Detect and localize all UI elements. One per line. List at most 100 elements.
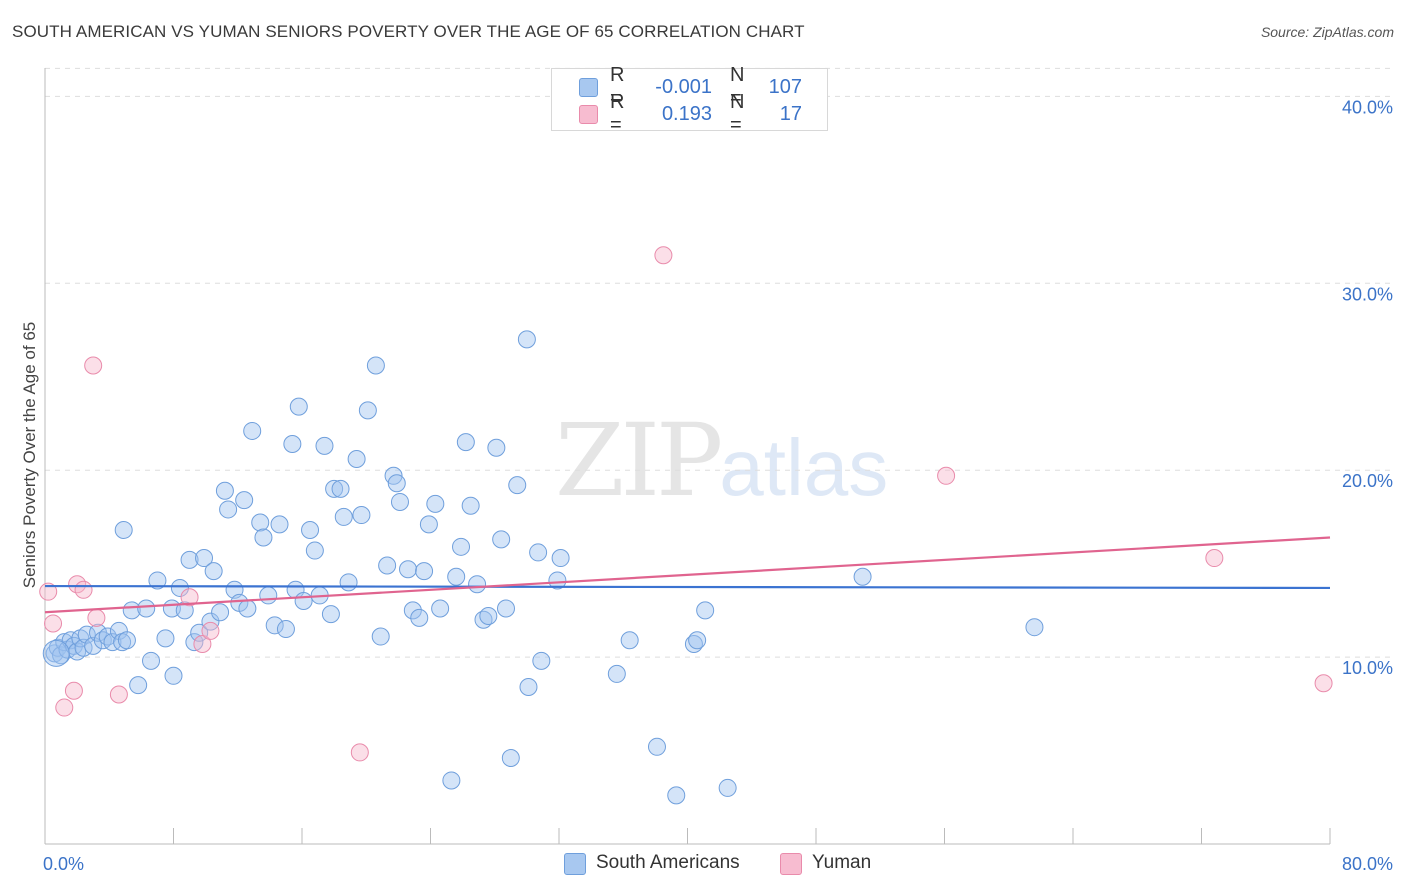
yuman-point	[1314, 674, 1333, 693]
yuman-point	[201, 621, 220, 640]
south-americans-point	[243, 421, 262, 440]
south-americans-point	[479, 606, 498, 625]
south-americans-point	[180, 550, 199, 569]
south-americans-point	[103, 633, 122, 652]
south-americans-point	[321, 605, 340, 624]
legend-swatch-south-americans	[579, 77, 598, 97]
south-americans-point	[667, 786, 686, 805]
yuman-point	[937, 466, 956, 485]
south-americans-point	[204, 562, 223, 581]
legend-n-value: 17	[779, 102, 802, 125]
south-americans-point	[456, 433, 475, 452]
south-americans-point	[410, 608, 429, 627]
south-americans-point	[647, 737, 666, 756]
south-americans-point	[251, 513, 270, 532]
yuman-point	[350, 743, 369, 762]
south-americans-point	[219, 500, 238, 519]
legend-n-label: N =	[730, 91, 745, 136]
y-tick-label: 10.0%	[1342, 658, 1393, 678]
legend-r-label: R =	[610, 64, 625, 109]
watermark-atlas: atlas	[719, 423, 889, 512]
south-americans-point	[254, 528, 273, 547]
south-americans-point	[190, 623, 209, 642]
bottom-legend-label: Yuman	[812, 852, 872, 873]
south-americans-point	[238, 599, 257, 618]
south-americans-point	[442, 771, 461, 790]
south-americans-point	[501, 749, 520, 768]
south-americans-point	[371, 627, 390, 646]
south-americans-point	[366, 356, 385, 375]
south-americans-point	[325, 479, 344, 498]
south-americans-trendline	[44, 584, 1331, 590]
yuman-point	[84, 356, 103, 375]
south-americans-point	[201, 612, 220, 631]
chart-title: SOUTH AMERICAN VS YUMAN SENIORS POVERTY …	[12, 22, 805, 41]
south-americans-point	[129, 676, 148, 695]
south-americans-point	[390, 492, 409, 511]
legend-swatch-yuman	[579, 104, 598, 124]
south-americans-point	[315, 436, 334, 455]
bottom-legend-swatch-yuman	[780, 853, 802, 875]
south-americans-point	[339, 573, 358, 592]
south-americans-point	[195, 549, 214, 568]
south-americans-point	[492, 530, 511, 549]
south-americans-point	[415, 562, 434, 581]
legend-r-label: R =	[610, 91, 625, 136]
x-tick-label-max: 80.0%	[1342, 854, 1393, 874]
south-americans-point	[399, 560, 418, 579]
correlation-legend: R = -0.001 N = 107 R = 0.193 N = 17	[551, 64, 828, 136]
source-label: Source: ZipAtlas.com	[1260, 24, 1394, 40]
legend-n-value: 107	[768, 75, 802, 98]
south-americans-point	[452, 537, 471, 556]
yuman-point	[87, 608, 106, 627]
south-americans-point	[532, 651, 551, 670]
yuman-point	[39, 582, 58, 601]
south-americans-point	[461, 496, 480, 515]
south-americans-point	[487, 438, 506, 457]
south-americans-point	[1025, 618, 1044, 637]
yuman-point	[193, 635, 212, 654]
y-tick-label: 40.0%	[1342, 97, 1393, 117]
south-americans-point	[688, 631, 707, 650]
yuman-point	[64, 681, 83, 700]
yuman-trendline	[44, 536, 1331, 614]
legend-n-label: N =	[730, 64, 745, 109]
south-americans-point	[358, 401, 377, 420]
south-americans-point	[164, 666, 183, 685]
south-americans-point	[431, 599, 450, 618]
south-americans-point	[331, 479, 350, 498]
yuman-point	[74, 580, 93, 599]
south-americans-point	[352, 506, 371, 525]
south-americans-point	[211, 603, 230, 622]
south-americans-point	[468, 575, 487, 594]
south-americans-point	[148, 571, 167, 590]
yuman-point	[55, 698, 74, 717]
south-americans-point	[620, 631, 639, 650]
south-americans-point	[403, 601, 422, 620]
south-americans-point	[156, 629, 175, 648]
yuman-point	[109, 685, 128, 704]
south-americans-point	[289, 397, 308, 416]
yuman-point	[180, 588, 199, 607]
south-americans-point	[426, 494, 445, 513]
watermark-zip: ZIP	[555, 402, 723, 519]
south-americans-point	[508, 476, 527, 495]
south-americans-point	[170, 578, 189, 597]
south-americans-point	[548, 571, 567, 590]
south-americans-point	[387, 474, 406, 493]
south-americans-point	[853, 567, 872, 586]
south-americans-point	[276, 620, 295, 639]
south-americans-point	[347, 449, 366, 468]
y-axis-label: Seniors Poverty Over the Age of 65	[20, 321, 39, 589]
south-americans-point	[117, 631, 136, 650]
south-americans-point	[114, 521, 133, 539]
watermark: ZIPatlas	[555, 402, 888, 519]
south-americans-point	[215, 481, 234, 500]
south-americans-point	[551, 549, 570, 568]
south-americans-point	[42, 639, 70, 667]
south-americans-point	[496, 599, 515, 618]
south-americans-point	[447, 567, 466, 586]
south-americans-point	[529, 543, 548, 562]
south-americans-point	[301, 521, 320, 539]
